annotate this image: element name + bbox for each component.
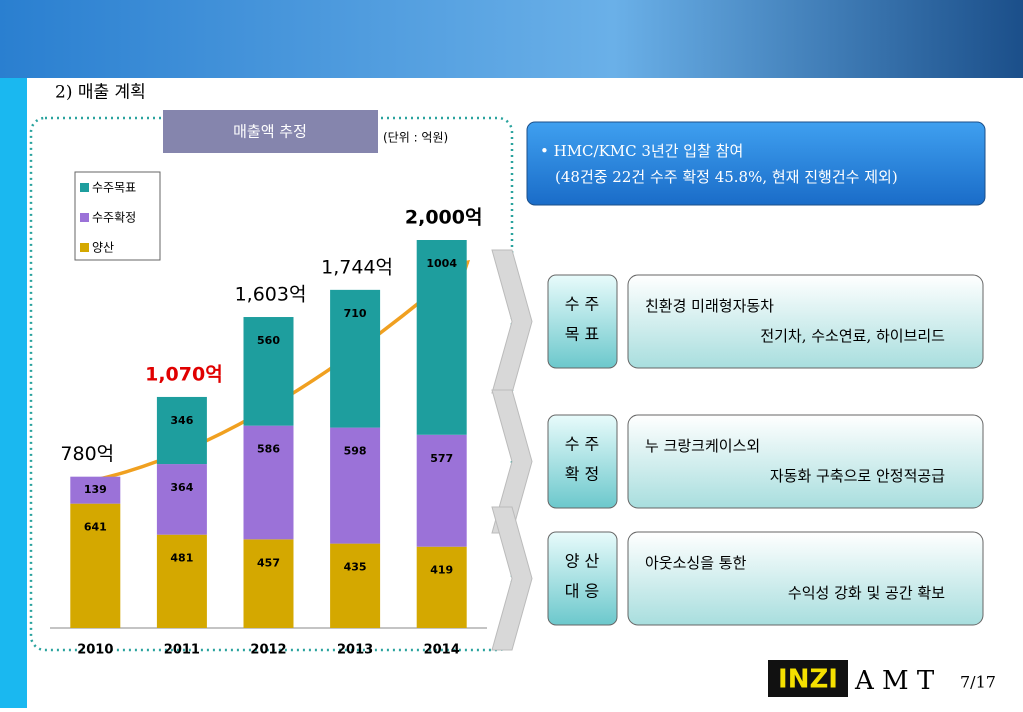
legend: [74, 171, 161, 261]
row-label: 확 정: [565, 465, 600, 484]
segment-label: 419: [430, 564, 453, 577]
header: 매출액 추정: [233, 123, 307, 141]
bar-segment: [243, 539, 294, 628]
logo-box: [768, 660, 848, 697]
unit: (단위 : 억원): [383, 131, 448, 145]
row-label: 대 응: [565, 582, 600, 601]
segment-label: 641: [84, 521, 107, 534]
segment-label: 1004: [426, 257, 457, 270]
logo: INZI: [778, 665, 838, 695]
row-text-box: [627, 274, 984, 369]
note-line: • HMC/KMC 3년간 입찰 참여: [540, 142, 743, 160]
bar-segment: [156, 464, 207, 535]
segment-label: 364: [170, 481, 193, 494]
bar-segment: [70, 503, 121, 628]
segment-label: 435: [344, 561, 367, 574]
segment-label: 577: [430, 452, 453, 465]
segment-label: 457: [257, 556, 280, 569]
legend-swatch: [80, 213, 89, 222]
row-label-box: [547, 414, 618, 509]
total-label: 2,000억: [405, 207, 483, 229]
header-box: [163, 110, 378, 153]
legend-swatch: [80, 243, 89, 252]
bar-segment: [330, 543, 381, 628]
legend-swatch: [80, 183, 89, 192]
bar-segment: [70, 476, 121, 504]
row-text: 친환경 미래형자동차: [645, 297, 774, 315]
bar-segment: [243, 317, 294, 426]
page-number: 7/17: [960, 673, 996, 692]
side-stripe: [0, 78, 27, 708]
row-label: 수 주: [565, 295, 600, 314]
legend-label: 양산: [92, 241, 114, 255]
row-text: 자동화 구축으로 안정적공급: [770, 467, 945, 485]
row-label: 수 주: [565, 435, 600, 454]
x-tick-label: 2014: [424, 643, 460, 658]
segment-label: 586: [257, 443, 280, 456]
note-line: (48건중 22건 수주 확정 45.8%, 현재 진행건수 제외): [555, 168, 898, 186]
note-box: [526, 121, 986, 206]
bar-segment: [416, 240, 467, 435]
slide-title: 2) 매출 계획: [55, 83, 146, 103]
x-tick-label: 2011: [164, 643, 200, 658]
total-label: 1,744억: [321, 256, 393, 278]
bar-segment: [156, 396, 207, 465]
banner: [0, 0, 1023, 78]
bar-segment: [330, 427, 381, 544]
legend-label: 수주확정: [92, 211, 136, 225]
x-tick-label: 2012: [250, 643, 286, 658]
row-text: 누 크랑크케이스외: [645, 437, 760, 455]
bar-segment: [330, 289, 381, 428]
row-label: 목 표: [565, 325, 600, 344]
segment-label: 481: [170, 552, 193, 565]
x-tick-label: 2013: [337, 643, 373, 658]
row-text: 수익성 강화 및 공간 확보: [788, 584, 945, 602]
legend-label: 수주목표: [92, 181, 136, 195]
segment-label: 710: [344, 307, 367, 320]
total-label: 780억: [60, 443, 114, 465]
row-label-box: [547, 531, 618, 626]
segment-label: 346: [170, 414, 193, 427]
row-label-box: [547, 274, 618, 369]
row-label: 양 산: [565, 552, 600, 571]
segment-label: 560: [257, 334, 280, 347]
row-text-box: [627, 414, 984, 509]
company: A M T: [854, 666, 935, 696]
bar-segment: [416, 546, 467, 628]
total-label: 1,070억: [145, 363, 223, 385]
segment-label: 139: [84, 483, 107, 496]
chevron: [491, 249, 533, 394]
row-text-box: [627, 531, 984, 626]
bar-segment: [243, 425, 294, 540]
bar-segment: [416, 434, 467, 547]
segment-label: 598: [344, 445, 367, 458]
chevron: [491, 506, 533, 651]
total-label: 1,603억: [235, 284, 307, 306]
bar-segment: [156, 534, 207, 628]
row-text: 전기차, 수소연료, 하이브리드: [760, 327, 945, 345]
row-text: 아웃소싱을 통한: [645, 554, 747, 572]
x-tick-label: 2010: [77, 643, 113, 658]
